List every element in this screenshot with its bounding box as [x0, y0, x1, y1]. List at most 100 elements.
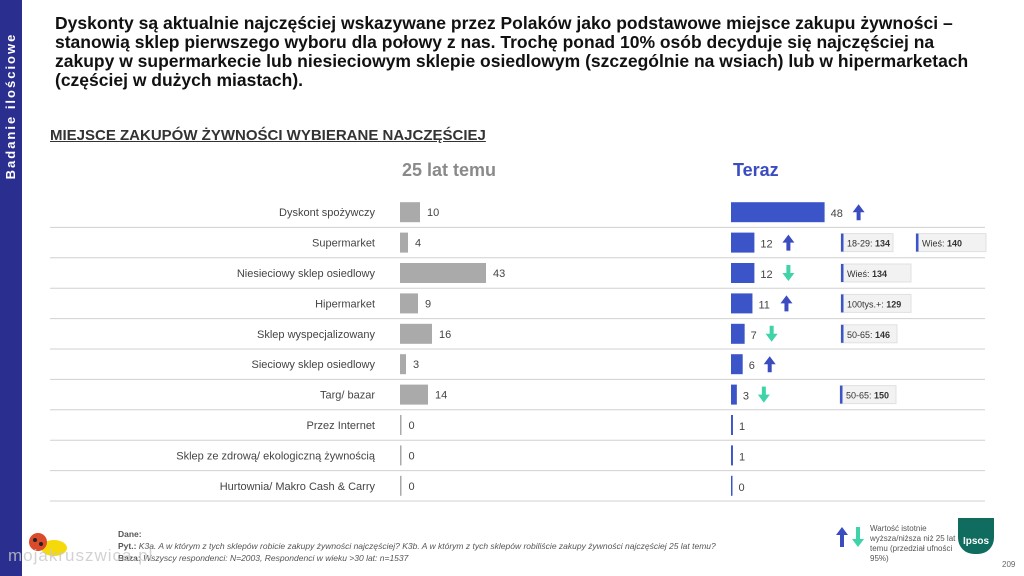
value-label-past: 0: [409, 481, 415, 493]
category-label: Sklep wyspecjalizowany: [257, 329, 375, 341]
annotation-text: Wieś: 140: [922, 239, 962, 249]
value-label-past: 3: [413, 359, 419, 371]
category-label: Sieciowy sklep osiedlowy: [252, 359, 376, 371]
annotation-label: 100tys.+:: [847, 299, 886, 309]
annotation-value: 134: [872, 269, 887, 279]
value-label-past: 0: [409, 450, 415, 462]
annotation-label: 50-65:: [846, 391, 874, 401]
trend-up-icon: [780, 295, 793, 312]
value-label-past: 9: [425, 298, 431, 310]
legend-arrow-down-icon: [852, 527, 864, 547]
bar-now: [731, 232, 755, 253]
value-label-now: 11: [758, 299, 769, 311]
ipsos-logo-text: Ipsos: [962, 536, 990, 547]
page-number: 209: [1002, 560, 1016, 569]
sidebar: Badanie ilościowe: [0, 0, 22, 576]
trend-up-icon: [852, 204, 865, 221]
bar-now: [731, 202, 825, 223]
value-label-now: 48: [831, 208, 843, 220]
bar-now: [731, 293, 753, 314]
bar-past: [400, 354, 406, 375]
bar-now: [731, 475, 733, 496]
bar-now: [731, 384, 737, 405]
annotation-value: 134: [875, 239, 890, 249]
source-note: Dane: Pyt.: K3a. A w którym z tych sklep…: [118, 528, 716, 564]
bar-now: [731, 263, 755, 283]
bar-now: [731, 445, 733, 466]
bar-past: [400, 475, 402, 496]
annotation-marker: [841, 264, 844, 282]
annotation-text: 50-65: 146: [847, 330, 890, 340]
mascot-icon: [29, 533, 67, 556]
question-text: K3a. A w którym z tych sklepów robicie z…: [138, 541, 716, 551]
value-label-now: 3: [743, 391, 749, 403]
value-label-now: 6: [749, 360, 755, 372]
annotation-label: Wieś:: [847, 269, 872, 279]
bar-past: [400, 384, 428, 405]
bar-past: [400, 415, 402, 435]
bar-now: [731, 354, 743, 375]
annotation-label: Wieś:: [922, 239, 947, 249]
annotation-label: 18-29:: [847, 239, 875, 249]
annotation-text: Wieś: 134: [847, 269, 887, 279]
annotation-value: 146: [875, 330, 890, 340]
value-label-now: 1: [739, 421, 745, 433]
category-label: Sklep ze zdrową/ ekologiczną żywnością: [176, 450, 376, 462]
value-label-past: 10: [427, 207, 439, 219]
category-label: Hurtownia/ Makro Cash & Carry: [220, 481, 376, 493]
bar-past: [400, 445, 402, 466]
value-label-past: 0: [409, 420, 415, 432]
value-label-now: 12: [760, 239, 772, 251]
base-label: Baza:: [118, 553, 141, 563]
value-label-past: 4: [415, 238, 421, 250]
value-label-now: 12: [760, 269, 772, 281]
value-label-now: 1: [739, 451, 745, 463]
category-label: Hipermarket: [315, 298, 375, 310]
annotation-value: 150: [874, 391, 889, 401]
annotation-label: 50-65:: [847, 330, 875, 340]
legend-text: Wartość istotnie wyższa/niższa niż 25 la…: [870, 524, 956, 563]
category-label: Targ/ bazar: [320, 390, 375, 402]
bar-past: [400, 323, 432, 344]
base-text: Wszyscy respondenci: N=2003, Respondenci…: [143, 553, 409, 563]
value-label-past: 14: [435, 390, 447, 402]
category-label: Supermarket: [312, 238, 375, 250]
annotation-marker: [841, 294, 844, 313]
column-header-past: 25 lat temu: [402, 160, 497, 180]
legend-arrows-icon: [836, 527, 864, 547]
column-header-now: Teraz: [733, 160, 779, 180]
trend-up-icon: [782, 234, 795, 251]
watermark: mojakruszwica.pl: [8, 546, 154, 565]
bar-past: [400, 263, 486, 283]
category-label: Dyskont spożywczy: [279, 207, 375, 219]
bar-now: [731, 415, 733, 435]
annotation-marker: [840, 385, 843, 404]
annotation-text: 100tys.+: 129: [847, 299, 901, 309]
annotation-marker: [841, 233, 844, 252]
annotation-text: 18-29: 134: [847, 239, 890, 249]
value-label-now: 0: [739, 482, 745, 494]
ipsos-logo: Ipsos: [958, 518, 994, 554]
question-label: Pyt.:: [118, 541, 137, 551]
trend-down-icon: [782, 265, 795, 281]
section-title: MIEJSCE ZAKUPÓW ŻYWNOŚCI WYBIERANE NAJCZ…: [50, 127, 486, 144]
annotation-value: 140: [947, 239, 962, 249]
annotation-value: 129: [886, 299, 901, 309]
value-label-past: 16: [439, 329, 451, 341]
value-label-past: 43: [493, 268, 505, 280]
bar-past: [400, 202, 420, 223]
annotation-text: 50-65: 150: [846, 391, 889, 401]
category-label: Przez Internet: [307, 420, 375, 432]
headline: Dyskonty są aktualnie najczęściej wskazy…: [55, 13, 969, 90]
annotation-marker: [916, 233, 919, 252]
trend-down-icon: [765, 325, 778, 342]
bar-now: [731, 323, 745, 344]
value-label-now: 7: [751, 330, 757, 342]
trend-up-icon: [763, 356, 776, 373]
dane-label: Dane:: [118, 529, 142, 539]
bar-past: [400, 293, 418, 314]
annotation-marker: [841, 324, 844, 343]
category-label: Niesieciowy sklep osiedlowy: [237, 268, 376, 280]
trend-down-icon: [757, 386, 770, 403]
